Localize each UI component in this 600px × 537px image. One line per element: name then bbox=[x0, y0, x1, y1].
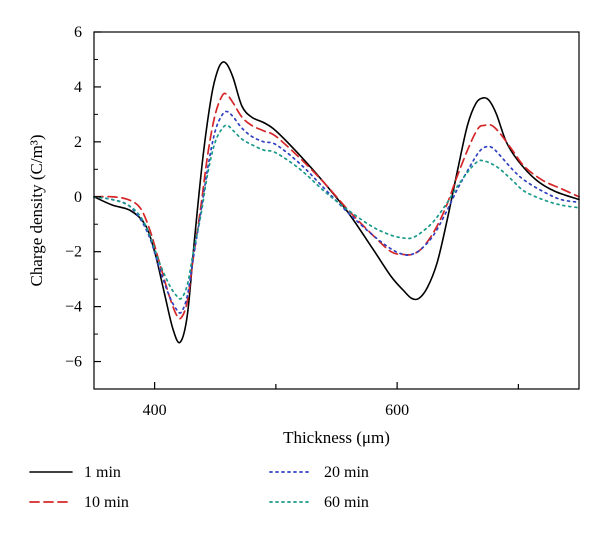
y-tick-label-0: 0 bbox=[74, 189, 82, 206]
plot-lines bbox=[93, 61, 580, 344]
y-tick-label-m6: −6 bbox=[65, 354, 82, 371]
x-axis-label: Thickness (μm) bbox=[283, 428, 390, 447]
legend-label-1mmin: 1 min bbox=[84, 464, 121, 481]
x-tick-label-600: 600 bbox=[385, 402, 409, 419]
x-tick-label-400: 400 bbox=[143, 402, 167, 419]
axis-ticks: 400 600 6 4 2 0 −2 −4 −6 bbox=[65, 24, 519, 419]
y-tick-label-m4: −4 bbox=[65, 299, 82, 316]
series-line-60mmin bbox=[93, 124, 580, 300]
y-tick-label-4: 4 bbox=[74, 79, 82, 96]
legend: 1 min 10 min 20 min 60 min bbox=[29, 464, 369, 511]
legend-label-10mmin: 10 min bbox=[84, 494, 129, 511]
y-tick-label-6: 6 bbox=[74, 24, 82, 41]
series-line-1mmin bbox=[93, 61, 580, 344]
y-axis-label: Charge density (C/m³) bbox=[27, 134, 46, 286]
plot-frame bbox=[93, 31, 580, 390]
series-line-10mmin bbox=[93, 92, 580, 320]
series-line-20mmin bbox=[93, 110, 580, 314]
y-tick-label-m2: −2 bbox=[65, 244, 82, 261]
legend-label-20mmin: 20 min bbox=[324, 464, 369, 481]
legend-label-60mmin: 60 min bbox=[324, 494, 369, 511]
y-tick-label-2: 2 bbox=[74, 134, 82, 151]
